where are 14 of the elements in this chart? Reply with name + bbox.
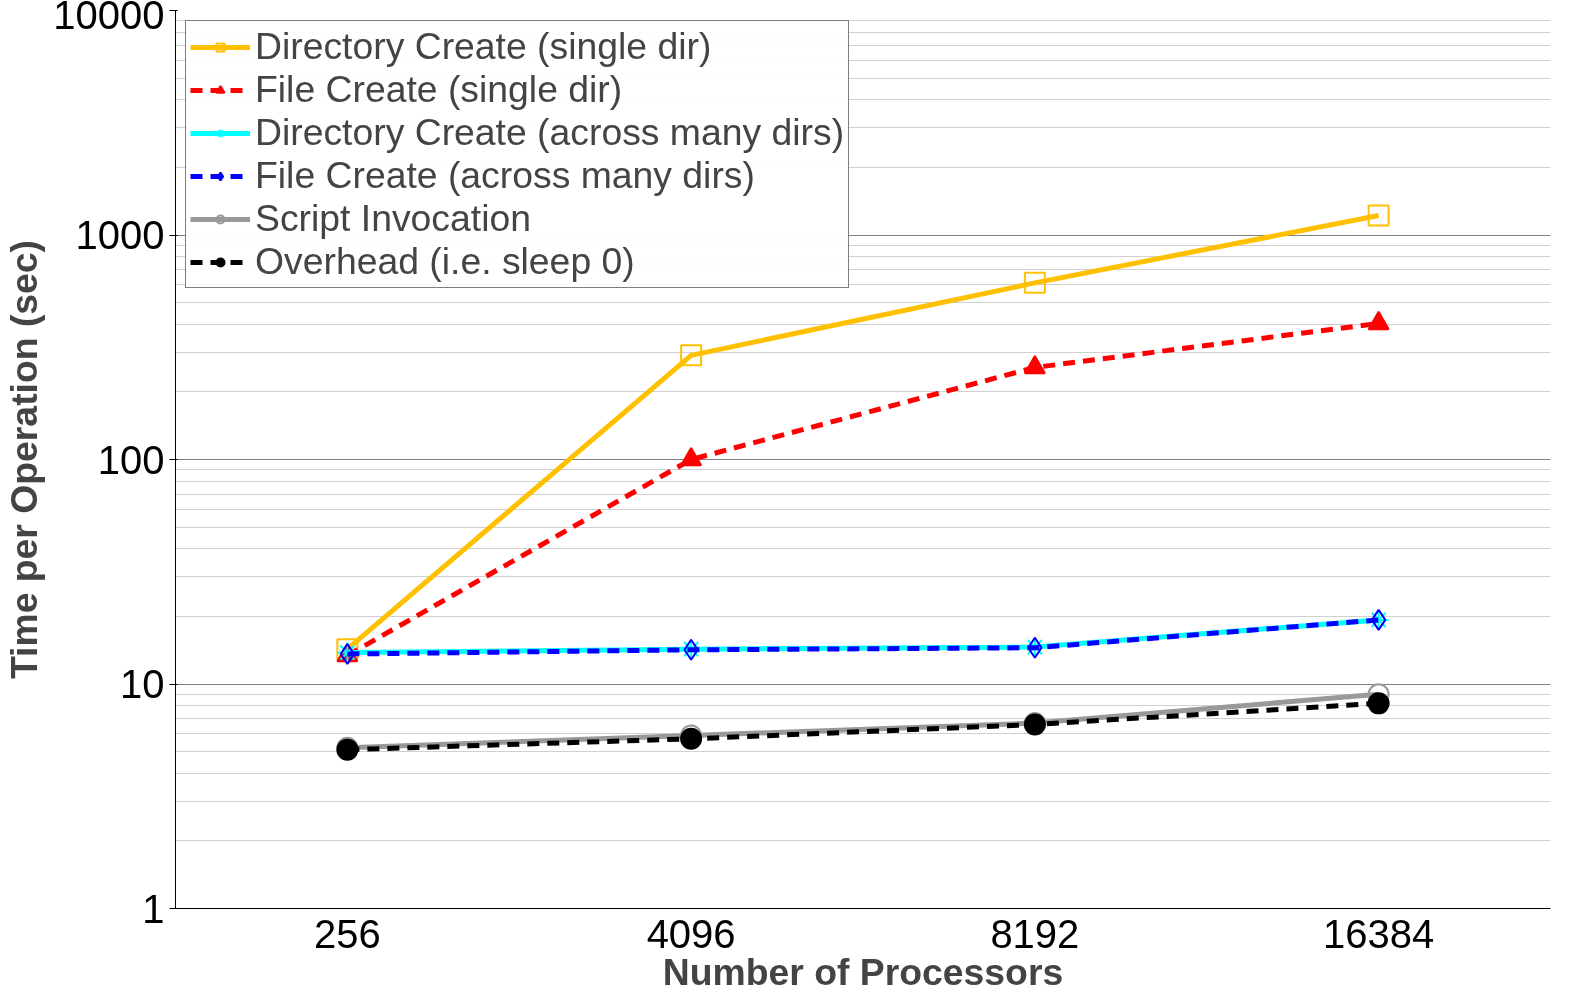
- y-tick-label: 10000: [53, 0, 165, 37]
- legend-label: Directory Create (across many dirs): [255, 111, 845, 154]
- x-tick-label: 16384: [1323, 911, 1435, 956]
- legend-label: File Create (across many dirs): [255, 154, 755, 197]
- y-tick-label: 100: [97, 437, 165, 482]
- legend-label: File Create (single dir): [255, 68, 623, 111]
- y-tick-label: 10: [120, 662, 165, 706]
- x-tick-label: 256: [314, 911, 381, 956]
- legend-label: Script Invocation: [255, 197, 531, 240]
- y-axis-title: Time per Operation (sec): [3, 239, 46, 680]
- legend-label: Overhead (i.e. sleep 0): [255, 240, 635, 283]
- y-tick-label: 1: [142, 886, 165, 931]
- legend-label: Directory Create (single dir): [255, 25, 712, 68]
- y-tick-label: 1000: [75, 213, 165, 257]
